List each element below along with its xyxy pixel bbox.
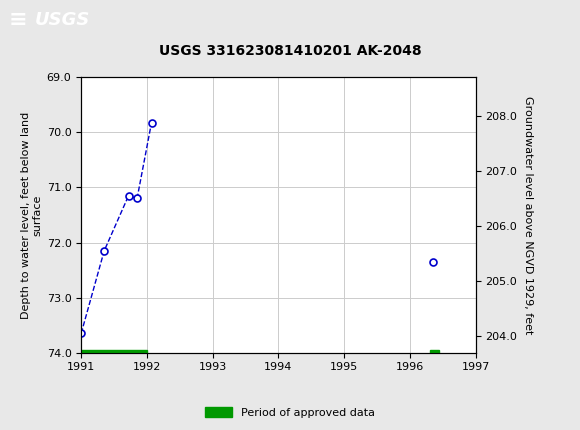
Y-axis label: Groundwater level above NGVD 1929, feet: Groundwater level above NGVD 1929, feet	[523, 96, 533, 334]
Text: USGS: USGS	[35, 12, 90, 29]
Text: ≡: ≡	[9, 10, 27, 31]
Legend: Period of approved data: Period of approved data	[200, 403, 380, 422]
Bar	[430, 350, 440, 361]
Bar	[81, 350, 147, 361]
Y-axis label: Depth to water level, feet below land
surface: Depth to water level, feet below land su…	[21, 111, 42, 319]
Text: USGS 331623081410201 AK-2048: USGS 331623081410201 AK-2048	[159, 44, 421, 58]
